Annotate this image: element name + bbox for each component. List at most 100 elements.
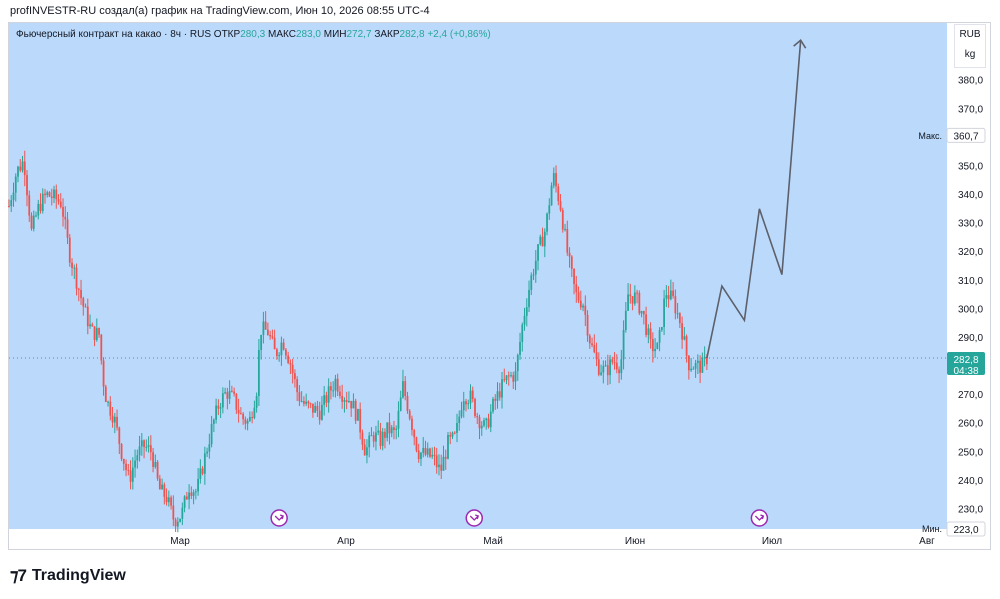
price-tick-label: 260,0 (958, 419, 983, 430)
time-axis[interactable]: Мар Апр Май Июн Июл Авг (170, 536, 935, 547)
candle-body (408, 410, 411, 419)
candle-body (568, 252, 571, 257)
candle-body (221, 393, 224, 408)
candle-body (656, 342, 659, 350)
candle-body (50, 196, 53, 199)
candle-body (147, 445, 150, 447)
candle-body (399, 397, 402, 411)
candle-body (660, 327, 663, 330)
candle-body (375, 432, 377, 442)
current-price-badge-box (947, 352, 985, 376)
min-label: Мин. (922, 524, 942, 534)
candle-body (613, 362, 616, 364)
candle-body (665, 295, 668, 299)
candle-body (624, 310, 627, 330)
candle-body (122, 458, 125, 464)
candle-body (584, 305, 587, 315)
candle-body (366, 447, 368, 456)
candle-body (586, 314, 589, 336)
candle-body (530, 275, 533, 290)
price-tick-label: 230,0 (958, 504, 983, 515)
candle-body (284, 349, 287, 356)
candle-body (422, 447, 425, 453)
candle-body (327, 386, 330, 403)
unit-selector[interactable]: RUB kg (954, 24, 986, 68)
candle-body (197, 478, 200, 492)
price-tick-label: 300,0 (958, 304, 983, 315)
candle-body (453, 432, 456, 434)
candle-body (642, 310, 645, 315)
candle-body (566, 228, 569, 253)
candle-body (651, 339, 654, 352)
legend-high-label: МАКС (268, 29, 296, 40)
candle-body (588, 335, 591, 344)
candle-body (575, 284, 578, 293)
candle-body (386, 422, 389, 438)
candle-body (163, 484, 166, 497)
candle-body (467, 403, 470, 405)
legend-high-value: 283,0 (295, 29, 321, 40)
candle-body (703, 356, 706, 358)
candle-body (451, 432, 454, 437)
candle-body (458, 416, 461, 424)
candle-body (494, 398, 497, 401)
price-tick-label: 270,0 (958, 390, 983, 401)
unit-label[interactable]: kg (964, 49, 976, 60)
candle-body (21, 161, 24, 171)
candle-body (242, 413, 245, 420)
candle-body (100, 334, 103, 361)
event-arrow-icon (274, 514, 284, 521)
candle-body (397, 410, 400, 429)
events (270, 509, 769, 527)
candle-body (219, 407, 222, 409)
candle-body (244, 419, 247, 424)
candle-body (298, 392, 301, 402)
candle-body (604, 365, 607, 367)
candle-body (597, 359, 600, 375)
legend-low-value: 272,7 (346, 29, 372, 40)
max-label: Макс. (918, 131, 942, 141)
candle-body (424, 447, 427, 455)
candle-body (685, 336, 688, 356)
candle-body (532, 274, 535, 276)
candle-body (158, 478, 161, 490)
candle-body (37, 203, 40, 216)
candle-body (629, 294, 632, 297)
current-price-badge-text: 04:38 (953, 366, 978, 377)
candle-body (264, 321, 267, 330)
candle-body (127, 470, 130, 472)
candle-body (672, 290, 675, 297)
candle-body (438, 464, 440, 468)
candle-body (681, 323, 684, 340)
candle-body (413, 430, 416, 438)
currency-label[interactable]: RUB (959, 29, 981, 40)
candle-body (699, 360, 702, 373)
candle-body (683, 336, 686, 340)
chart-caption: profINVESTR-RU создал(а) график на Tradi… (10, 5, 430, 17)
candle-body (350, 400, 353, 409)
candle-body (485, 418, 488, 421)
candle-body (287, 355, 290, 363)
candle-body (381, 431, 384, 446)
candle-body (181, 507, 184, 519)
candle-body (149, 445, 152, 453)
candle-body (188, 492, 190, 500)
candle-body (645, 314, 647, 335)
candle-body (53, 189, 55, 199)
candle-body (573, 268, 575, 285)
badges: 282,804:38 360,7 Макс. 223,0 Мин. (918, 127, 986, 537)
candle-body (48, 192, 51, 197)
candle-body (251, 417, 254, 419)
candle-body (510, 375, 512, 377)
candle-body (649, 328, 652, 340)
candle-body (59, 201, 62, 208)
candle-body (161, 484, 163, 490)
candle-body (618, 369, 620, 374)
candle-body (208, 444, 211, 452)
candle-body (230, 390, 233, 392)
candle-body (210, 423, 213, 445)
candle-body (705, 356, 708, 365)
candle-body (663, 298, 665, 328)
price-axis[interactable]: 230,0240,0250,0260,0270,0280,0290,0300,0… (958, 47, 983, 515)
